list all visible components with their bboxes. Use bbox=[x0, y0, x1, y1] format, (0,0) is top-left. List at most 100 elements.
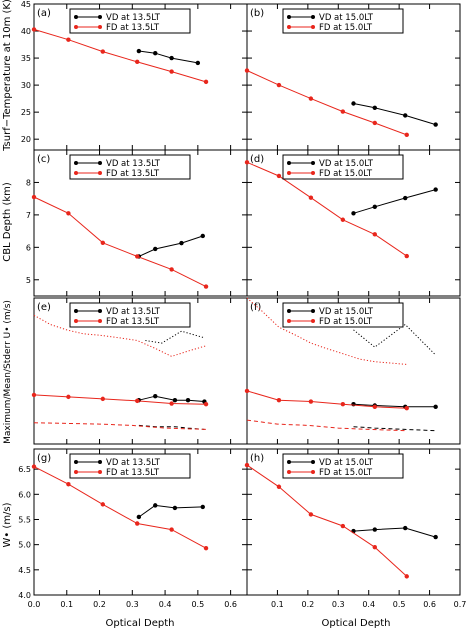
legend-marker bbox=[74, 309, 78, 313]
data-point bbox=[31, 392, 37, 398]
legend-box bbox=[282, 8, 404, 34]
data-point bbox=[169, 527, 174, 532]
data-point bbox=[308, 195, 314, 200]
y-tick-label: 40 bbox=[21, 27, 31, 36]
data-point bbox=[31, 27, 37, 32]
legend-box bbox=[69, 453, 191, 479]
legend-marker bbox=[311, 15, 315, 19]
x-tick-label: 0.7 bbox=[454, 600, 467, 609]
legend-marker bbox=[287, 171, 291, 175]
legend-marker bbox=[287, 460, 291, 464]
data-point bbox=[372, 527, 377, 532]
data-point bbox=[100, 49, 106, 54]
panel-tag: (g) bbox=[37, 453, 51, 464]
legend-label: FD at 13.5LT bbox=[106, 169, 160, 179]
x-tick-label: 0.4 bbox=[362, 600, 375, 609]
data-point bbox=[203, 284, 209, 289]
y-tick-label: 6.5 bbox=[18, 465, 31, 474]
data-point bbox=[372, 120, 377, 126]
legend-box bbox=[69, 8, 191, 34]
legend-marker bbox=[311, 25, 315, 29]
legend-marker bbox=[98, 161, 102, 165]
data-point bbox=[195, 60, 201, 66]
data-point bbox=[100, 396, 106, 402]
data-point bbox=[433, 404, 438, 410]
panel-frame bbox=[246, 448, 461, 596]
data-point bbox=[169, 401, 174, 406]
data-point bbox=[244, 68, 250, 73]
data-point bbox=[372, 204, 377, 209]
series-line-vd bbox=[138, 395, 205, 402]
legend-marker bbox=[98, 25, 102, 29]
data-point bbox=[31, 194, 37, 200]
y-tick-label: 5.5 bbox=[18, 515, 31, 524]
data-point bbox=[244, 160, 250, 165]
y-tick-label: 30 bbox=[21, 81, 31, 90]
data-point bbox=[276, 398, 282, 403]
panel-frame bbox=[246, 297, 461, 445]
legend-marker bbox=[74, 171, 78, 175]
series-line-vd bbox=[353, 189, 436, 214]
data-point bbox=[135, 521, 140, 526]
legend-label: VD at 13.5LT bbox=[106, 159, 161, 169]
data-point bbox=[433, 534, 438, 540]
data-point bbox=[203, 401, 209, 407]
series-line-fd bbox=[33, 466, 207, 549]
data-point bbox=[340, 217, 346, 222]
legend-label: VD at 15.0LT bbox=[319, 13, 374, 23]
series-line-fd bbox=[33, 196, 207, 288]
legend-box bbox=[282, 154, 404, 180]
x-axis-title-right: Optical Depth bbox=[322, 618, 391, 629]
series-line-dashed-5 bbox=[246, 419, 407, 432]
panel-tag: (d) bbox=[250, 154, 264, 165]
series-line-fd bbox=[246, 464, 408, 577]
data-point bbox=[153, 246, 158, 252]
data-point bbox=[244, 462, 250, 468]
legend-marker bbox=[74, 460, 78, 464]
panel-g: (g) 4.0 4.5 5.0 5.5 6.0 6.5 0.0 0.1 0.2 0.3 0.4 0.5 0… bbox=[18, 448, 248, 609]
data-point bbox=[276, 173, 282, 179]
y-axis-title-row-2: CBL Depth (km) bbox=[2, 182, 13, 262]
legend-marker bbox=[74, 25, 78, 29]
panel-tag: (a) bbox=[37, 8, 51, 19]
legend-label: FD at 13.5LT bbox=[106, 23, 160, 33]
y-tick-label: 5 bbox=[26, 276, 31, 285]
data-point bbox=[433, 122, 438, 127]
series-line-vd bbox=[138, 235, 203, 257]
data-point bbox=[185, 398, 191, 403]
data-point bbox=[308, 512, 314, 517]
data-point bbox=[404, 253, 409, 259]
data-point bbox=[433, 187, 438, 192]
y-tick-label: 25 bbox=[21, 108, 31, 117]
legend-marker bbox=[98, 309, 102, 313]
series-line-fd bbox=[246, 161, 408, 257]
data-point bbox=[372, 404, 377, 410]
data-point bbox=[169, 55, 174, 61]
y-tick-label: 7 bbox=[26, 211, 31, 220]
series-line-fd bbox=[246, 70, 407, 136]
legend-marker bbox=[98, 470, 102, 474]
series-line-vd bbox=[138, 504, 203, 518]
legend-label: FD at 15.0LT bbox=[319, 23, 373, 33]
series-line-dashed-5 bbox=[33, 422, 207, 430]
data-point bbox=[200, 233, 205, 239]
data-point bbox=[351, 401, 356, 407]
data-point bbox=[135, 254, 140, 259]
data-point bbox=[372, 544, 377, 550]
legend-marker bbox=[311, 460, 315, 464]
panel-tag: (f) bbox=[250, 302, 261, 313]
data-point bbox=[372, 105, 377, 111]
data-point bbox=[153, 51, 158, 56]
data-point bbox=[203, 545, 209, 551]
series-line-vd bbox=[353, 103, 436, 126]
legend-marker bbox=[287, 319, 291, 323]
series-line-fd bbox=[246, 390, 407, 409]
data-point bbox=[404, 132, 409, 138]
data-point bbox=[31, 464, 37, 469]
legend-box bbox=[69, 302, 191, 328]
panel-frame bbox=[246, 149, 461, 297]
